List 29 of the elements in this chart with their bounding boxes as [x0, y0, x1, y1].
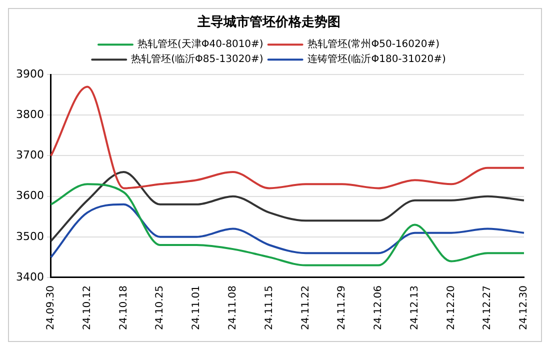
x-tick-label: 24.12.30: [518, 285, 530, 330]
x-tick-label: 24.12.20: [446, 285, 457, 330]
x-tick-label: 24.12.13: [409, 285, 420, 330]
legend-label: 连铸管坯(临沂Φ180-31020#): [307, 53, 446, 66]
x-tick-label: 24.10.18: [118, 285, 130, 330]
line-series: [50, 183, 525, 266]
x-tick-label: 24.11.08: [228, 285, 239, 330]
line-series: [50, 86, 525, 190]
y-tick-label: 3500: [16, 230, 44, 243]
legend-label: 热轧管坯(常州Φ50-16020#): [307, 38, 440, 50]
x-tick-label: 24.09.30: [46, 285, 57, 330]
x-tick-label: 24.11.29: [336, 285, 348, 330]
y-tick-label: 3600: [16, 189, 44, 202]
chart-title: 主导城市管坯价格走势图: [196, 14, 340, 30]
x-tick-label: 24.11.22: [300, 285, 312, 330]
legend-label: 热轧管坯(天津Φ40-8010#): [137, 38, 264, 50]
y-tick-label: 3900: [16, 67, 44, 80]
y-tick-label: 3400: [16, 270, 44, 284]
x-tick-label: 24.12.06: [373, 285, 384, 330]
legend-label: 热轧管坯(临沂Φ85-13020#): [131, 53, 264, 66]
y-tick-label: 3700: [16, 148, 44, 162]
x-tick-label: 24.11.15: [264, 285, 275, 330]
line-series: [50, 170, 525, 242]
x-tick-label: 24.12.27: [482, 285, 494, 330]
y-tick-label: 3800: [16, 108, 44, 122]
x-tick-label: 24.10.25: [154, 285, 166, 330]
x-tick-label: 24.11.01: [191, 285, 202, 330]
x-tick-label: 24.10.12: [82, 285, 93, 330]
line-series: [50, 203, 525, 258]
